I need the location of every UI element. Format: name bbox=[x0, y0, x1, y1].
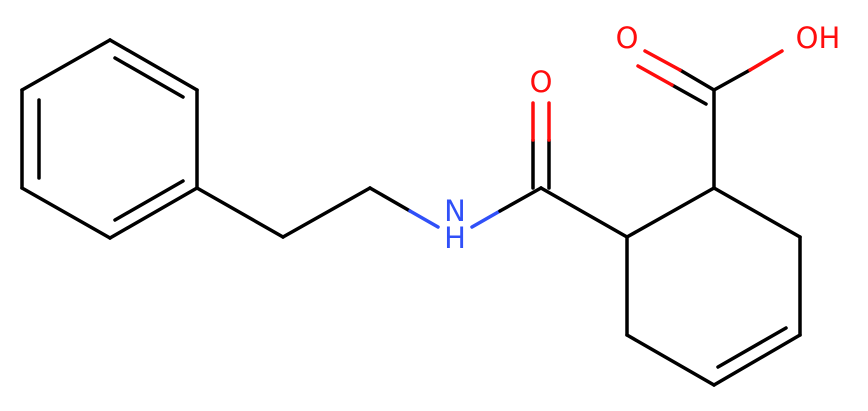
atom-label: N bbox=[444, 194, 466, 228]
atom-label: H bbox=[444, 221, 466, 255]
bonds bbox=[20, 38, 802, 387]
atom-label: O bbox=[530, 65, 553, 99]
atom-label: OH bbox=[796, 21, 841, 55]
atom-label: O bbox=[616, 21, 639, 55]
